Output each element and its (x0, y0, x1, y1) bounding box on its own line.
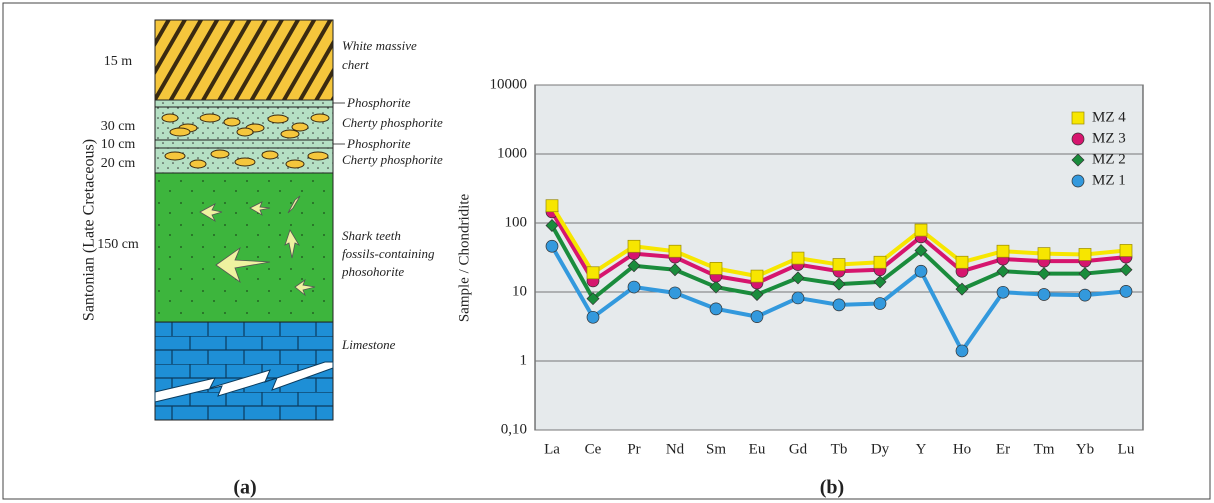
x-tick-label: Dy (871, 441, 890, 457)
strat-column (155, 20, 345, 420)
marker (628, 281, 640, 293)
marker (956, 345, 968, 357)
marker (1072, 133, 1084, 145)
marker (997, 245, 1009, 257)
marker (1079, 248, 1091, 260)
marker (915, 224, 927, 236)
marker (587, 267, 599, 279)
marker (546, 200, 558, 212)
marker (1038, 288, 1050, 300)
marker (1120, 285, 1132, 297)
nodule (190, 160, 206, 168)
layer-label: fossils-containing (342, 246, 435, 261)
y-tick-label: 10000 (490, 76, 528, 92)
nodule (224, 118, 240, 126)
x-tick-label: Tb (831, 441, 848, 457)
marker (1072, 175, 1084, 187)
marker (669, 287, 681, 299)
marker (1120, 244, 1132, 256)
nodule (308, 152, 328, 160)
marker (710, 303, 722, 315)
x-tick-label: Gd (789, 441, 808, 457)
marker (751, 311, 763, 323)
layer-label: Phosphorite (346, 95, 411, 110)
nodule (211, 150, 229, 158)
x-tick-label: Pr (627, 441, 640, 457)
nodule (268, 115, 288, 123)
marker (956, 256, 968, 268)
x-tick-label: La (544, 441, 560, 457)
layer-label: Phosphorite (346, 136, 411, 151)
layer-label: chert (342, 57, 369, 72)
marker (669, 245, 681, 257)
y-tick-label: 1000 (497, 145, 527, 161)
thickness: 30 cm (101, 119, 136, 134)
marker (628, 240, 640, 252)
marker (997, 286, 1009, 298)
marker (874, 256, 886, 268)
y-axis-label: Sample / Chondridite (456, 194, 472, 323)
x-tick-label: Nd (666, 441, 685, 457)
y-tick-label: 1 (520, 352, 528, 368)
nodule (235, 158, 255, 166)
thickness: 20 cm (101, 156, 136, 171)
layer-label: Limestone (341, 337, 396, 352)
marker (546, 240, 558, 252)
figure: 15 m 30 cm 10 cm 20 cm 150 cm Santonian … (0, 0, 1214, 503)
legend-label: MZ 4 (1092, 109, 1126, 125)
nodule (237, 128, 253, 136)
x-tick-label: Ho (953, 441, 971, 457)
thickness: 150 cm (97, 237, 139, 252)
marker (792, 252, 804, 264)
legend-label: MZ 3 (1092, 130, 1126, 146)
nodule (262, 151, 278, 159)
layer-label: phosohorite (341, 264, 404, 279)
nodule (311, 114, 329, 122)
nodule (281, 130, 299, 138)
marker (792, 292, 804, 304)
nodule (162, 114, 178, 122)
panel-label: (a) (233, 477, 256, 499)
legend-label: MZ 2 (1092, 151, 1126, 167)
y-tick-label: 10 (512, 283, 527, 299)
thickness: 15 m (104, 54, 133, 69)
marker (1079, 289, 1091, 301)
marker (833, 299, 845, 311)
marker (1072, 112, 1084, 124)
marker (1038, 248, 1050, 260)
x-tick-label: Lu (1118, 441, 1135, 457)
x-tick-label: Er (996, 441, 1010, 457)
marker (751, 270, 763, 282)
x-tick-label: Sm (706, 441, 726, 457)
layer-label: Shark teeth (342, 228, 401, 243)
y-tick-label: 0,10 (501, 421, 527, 437)
nodule (292, 123, 308, 131)
nodule (200, 114, 220, 122)
nodule (165, 152, 185, 160)
marker (915, 265, 927, 277)
marker (710, 262, 722, 274)
layer-label: Cherty phosphorite (342, 115, 443, 130)
x-tick-label: Yb (1076, 441, 1094, 457)
panel-label: (b) (820, 477, 844, 499)
y-tick-label: 100 (505, 214, 528, 230)
x-tick-label: Ce (585, 441, 602, 457)
x-tick-label: Y (916, 441, 927, 457)
marker (874, 298, 886, 310)
legend-label: MZ 1 (1092, 172, 1126, 188)
thickness: 10 cm (101, 137, 136, 152)
x-tick-label: Tm (1034, 441, 1055, 457)
nodule (286, 160, 304, 168)
marker (833, 259, 845, 271)
x-tick-label: Eu (749, 441, 766, 457)
layer-label: White massive (342, 38, 417, 53)
layer-label: Cherty phosphorite (342, 152, 443, 167)
nodule (170, 128, 190, 136)
column-axis-label: Santonian (Late Cretaceous) (81, 139, 98, 321)
marker (587, 311, 599, 323)
